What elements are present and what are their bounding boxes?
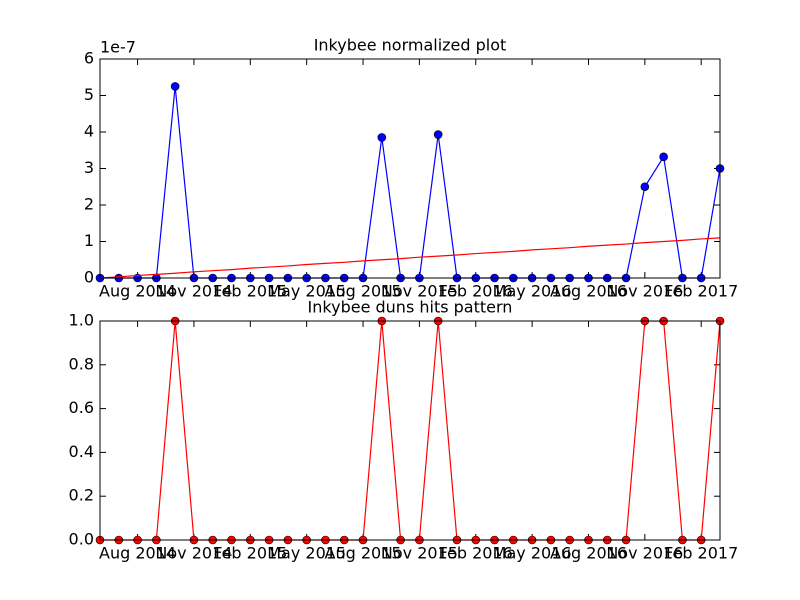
x-tick-label: Feb 2017: [664, 544, 738, 563]
marker: [170, 82, 180, 91]
y-tick-label: 0.4: [69, 442, 94, 461]
marker: [659, 152, 668, 162]
x-tick-label: Nov 2015: [381, 544, 458, 563]
series-line: [99, 237, 720, 279]
x-tick-label: Aug 2014: [99, 282, 176, 301]
x-tick-label: Aug 2014: [99, 544, 176, 563]
x-tick-label: Feb 2016: [439, 544, 513, 563]
x-tick-label: Nov 2016: [606, 282, 683, 301]
y-tick-label: 1.0: [69, 311, 94, 330]
x-tick-label: Nov 2014: [155, 544, 232, 563]
y-tick-label: 5: [84, 85, 94, 104]
y-tick-label: 1: [84, 231, 94, 250]
x-tick-label: Aug 2015: [325, 544, 402, 563]
chart-title: Inkybee duns hits pattern: [308, 298, 513, 317]
x-tick-label: Aug 2016: [550, 282, 627, 301]
x-tick-label: Feb 2016: [439, 282, 513, 301]
y-tick-label: 0: [84, 268, 94, 287]
offset-text: 1e-7: [100, 38, 136, 57]
y-tick-label: 0.6: [69, 398, 94, 417]
y-tick-label: 3: [84, 158, 94, 177]
y-tick-label: 0.2: [69, 486, 94, 505]
x-tick-label: Nov 2016: [606, 544, 683, 563]
x-tick-label: May 2016: [493, 544, 572, 563]
x-tick-label: Feb 2015: [213, 282, 287, 301]
axes-frame: [99, 58, 721, 279]
x-tick-label: Nov 2015: [381, 282, 458, 301]
x-tick-label: Aug 2015: [325, 282, 402, 301]
marker: [433, 130, 443, 139]
x-tick-label: May 2015: [267, 544, 346, 563]
x-tick-label: May 2016: [493, 282, 572, 301]
y-tick-label: 2: [84, 195, 94, 214]
x-tick-label: May 2015: [267, 282, 346, 301]
y-tick-label: 0.8: [69, 354, 94, 373]
y-tick-label: 0.0: [69, 530, 94, 549]
y-tick-label: 4: [84, 122, 94, 141]
x-tick-label: Nov 2014: [155, 282, 232, 301]
x-tick-label: Feb 2017: [664, 282, 738, 301]
y-tick-label: 6: [84, 49, 94, 68]
x-tick-label: Aug 2016: [550, 544, 627, 563]
x-tick-label: Feb 2015: [213, 544, 287, 563]
marker: [377, 133, 387, 142]
marker: [640, 182, 650, 192]
chart-title: Inkybee normalized plot: [314, 36, 507, 55]
axes-frame: [99, 320, 721, 541]
